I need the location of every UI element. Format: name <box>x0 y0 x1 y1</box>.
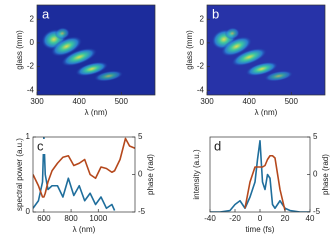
heatmap-feature <box>224 27 240 40</box>
x-tick-label: 0 <box>258 214 263 223</box>
x-axis-title: time (fs) <box>246 225 275 234</box>
plot-frame <box>36 4 156 96</box>
heatmap-feature <box>50 36 83 57</box>
y-tick-label: 0 <box>30 38 35 47</box>
plot-area <box>207 5 325 95</box>
y-tick-label: 0 <box>26 207 31 216</box>
y2-tick-label: -5 <box>313 207 321 216</box>
x-tick-label: -40 <box>204 214 216 223</box>
heatmap-feature <box>245 61 279 77</box>
x-axis-title: λ (nm) <box>255 108 278 117</box>
y2-axis-title: phase (rad) <box>321 154 330 195</box>
x-tick-label: 300 <box>200 97 214 106</box>
heatmap-feature <box>61 47 98 67</box>
x-tick-label: 300 <box>30 97 44 106</box>
heatmap-feature <box>264 70 294 82</box>
data-line <box>244 154 286 211</box>
heatmap-feature <box>94 70 124 82</box>
x-tick-label: 500 <box>115 97 129 106</box>
y-axis-title: spectral power (a.u.) <box>15 138 24 211</box>
heatmap-feature <box>75 61 109 77</box>
plot-area <box>37 5 155 95</box>
panel-label-box <box>35 139 48 154</box>
panel-label: b <box>212 6 219 21</box>
x-tick-label: 20 <box>281 214 290 223</box>
x-tick-label: 800 <box>64 214 78 223</box>
y-tick-label: -4 <box>197 85 205 94</box>
y2-tick-label: 0 <box>313 170 318 179</box>
y2-tick-label: -5 <box>138 207 146 216</box>
x-tick-label: 600 <box>37 214 51 223</box>
x-tick-label: 400 <box>72 97 86 106</box>
data-line <box>33 137 135 198</box>
panel-label-box <box>212 139 225 154</box>
x-tick-label: 400 <box>242 97 256 106</box>
y-tick-label: 2 <box>30 14 35 23</box>
panel-label: d <box>214 138 221 153</box>
x-axis-title: λ (nm) <box>73 225 96 234</box>
heatmap-feature <box>231 47 268 67</box>
y2-tick-label: 5 <box>313 132 318 141</box>
y-axis-title: glass (mm) <box>185 30 194 70</box>
y-tick-label: 0 <box>200 38 205 47</box>
y-tick-label: 2 <box>200 14 205 23</box>
y2-tick-label: 0 <box>138 170 143 179</box>
heatmap-feature <box>54 27 70 40</box>
panel-label: c <box>37 138 44 153</box>
x-tick-label: 500 <box>285 97 299 106</box>
panel-label: a <box>42 6 50 21</box>
y-tick-label: -4 <box>27 85 35 94</box>
x-tick-label: -20 <box>229 214 241 223</box>
data-line <box>33 137 116 211</box>
y-tick-label: -2 <box>27 62 35 71</box>
plot-area <box>210 139 310 212</box>
x-axis-title: λ (nm) <box>85 108 108 117</box>
y-tick-label: 1 <box>26 132 31 141</box>
plot-area <box>33 137 135 211</box>
y-axis-title: intensity (a.u.) <box>192 149 201 200</box>
y-tick-label: -2 <box>197 62 205 71</box>
plot-frame <box>206 4 326 96</box>
y2-axis-title: phase (rad) <box>146 154 155 195</box>
y-axis-title: glass (mm) <box>15 30 24 70</box>
x-tick-label: 1000 <box>89 214 107 223</box>
heatmap-feature <box>220 36 253 57</box>
x-tick-label: 40 <box>306 214 315 223</box>
y2-tick-label: 5 <box>138 132 143 141</box>
